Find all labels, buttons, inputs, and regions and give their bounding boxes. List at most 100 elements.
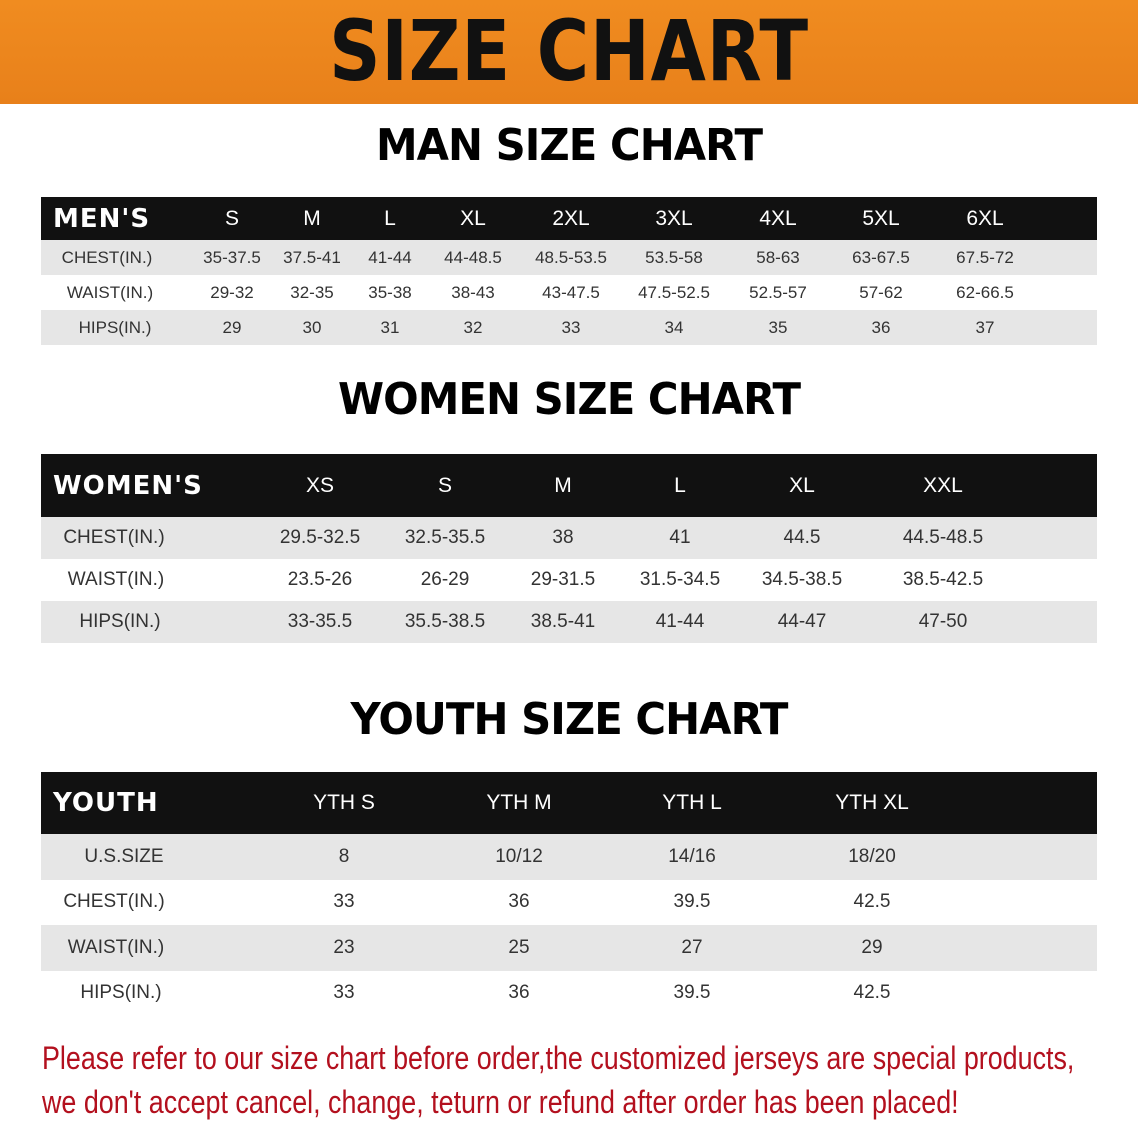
- table-row: CHEST(IN.) 35-37.5 37.5-41 41-44 44-48.5 48.5…: [41, 240, 1097, 275]
- size-header: XL: [460, 206, 486, 230]
- table-cell: 30: [302, 317, 322, 337]
- table-cell: 35.5-38.5: [404, 611, 486, 632]
- table-cell: 37.5-41: [283, 247, 341, 267]
- table-cell: 47-50: [918, 611, 968, 632]
- table-row: HIPS(IN.) 33-35.5 35.5-38.5 38.5-41 41-44 44-…: [41, 601, 1097, 643]
- table-cell: 33: [333, 982, 355, 1004]
- table-cell: 26-29: [420, 569, 470, 590]
- table-cell: 35-38: [368, 282, 412, 302]
- table-cell: 29-32: [210, 282, 254, 302]
- table-row: U.S.SIZE 8 10/12 14/16 18/20: [41, 834, 1097, 880]
- table-cell: 29: [222, 317, 242, 337]
- table-cell: 63-67.5: [852, 247, 910, 267]
- size-header: L: [384, 206, 396, 230]
- row-label: HIPS(IN.): [80, 982, 162, 1004]
- table-cell: 27: [681, 936, 703, 958]
- table-cell: 62-66.5: [956, 282, 1014, 302]
- table-cell: 36: [508, 891, 530, 913]
- women-section-title: WOMEN SIZE CHART: [337, 374, 801, 425]
- banner: SIZE CHART: [0, 0, 1138, 104]
- table-cell: 36: [871, 317, 891, 337]
- women-size-table: WOMEN'S XS S M L XL XXL CHEST(IN.) 29.5-32.5 32.5…: [41, 454, 1097, 644]
- size-header: XXL: [923, 473, 963, 497]
- table-row: CHEST(IN.) 33 36 39.5 42.5: [41, 879, 1097, 925]
- notice-line-2: we don't accept cancel, change, teturn o…: [42, 1084, 959, 1120]
- table-cell: 18/20: [848, 845, 896, 867]
- table-cell: 8: [338, 845, 350, 867]
- size-header: L: [674, 473, 686, 497]
- table-row: HIPS(IN.) 29 30 31 32 33 34 35 36 37: [41, 310, 1097, 345]
- table-cell: 44-48.5: [444, 247, 502, 267]
- table-cell: 52.5-57: [749, 282, 807, 302]
- table-cell: 39.5: [673, 891, 711, 913]
- table-cell: 25: [508, 936, 530, 958]
- order-notice: Please refer to our size chart before or…: [42, 1036, 1074, 1124]
- table-cell: 53.5-58: [645, 247, 703, 267]
- table-cell: 38-43: [451, 282, 495, 302]
- row-label: U.S.SIZE: [84, 845, 164, 867]
- table-cell: 48.5-53.5: [535, 247, 607, 267]
- table-cell: 34: [664, 317, 684, 337]
- row-label: WAIST(IN.): [66, 282, 154, 302]
- table-cell: 34.5-38.5: [761, 569, 843, 590]
- table-cell: 44.5-48.5: [902, 527, 984, 548]
- table-cell: 31.5-34.5: [639, 569, 721, 590]
- size-header: YTH S: [313, 791, 375, 814]
- table-cell: 38.5-41: [530, 611, 596, 632]
- size-header: S: [437, 473, 453, 497]
- table-cell: 43-47.5: [542, 282, 600, 302]
- table-cell: 32.5-35.5: [404, 527, 486, 548]
- size-header: YTH XL: [835, 791, 909, 814]
- table-cell: 33: [561, 317, 581, 337]
- size-header: YTH M: [486, 791, 552, 814]
- table-cell: 58-63: [756, 247, 800, 267]
- size-header: XL: [789, 473, 815, 497]
- table-cell: 38: [552, 527, 574, 548]
- table-cell: 33: [333, 891, 355, 913]
- table-row: WAIST(IN.) 23.5-26 26-29 29-31.5 31.5-34.5 34…: [41, 559, 1097, 601]
- men-section-title: MAN SIZE CHART: [375, 120, 763, 171]
- notice-line-1: Please refer to our size chart before or…: [42, 1040, 1075, 1076]
- table-cell: 41-44: [368, 247, 412, 267]
- row-label: CHEST(IN.): [61, 247, 153, 267]
- youth-section-title: YOUTH SIZE CHART: [350, 694, 788, 745]
- table-cell: 32-35: [290, 282, 334, 302]
- table-row: WAIST(IN.) 29-32 32-35 35-38 38-43 43-47.5 47.…: [41, 275, 1097, 310]
- table-cell: 33-35.5: [287, 611, 353, 632]
- men-size-table: MEN'S S M L XL 2XL 3XL 4XL 5XL 6XL CHEST(IN.) 35-37…: [41, 197, 1097, 345]
- size-header: 6XL: [966, 206, 1004, 230]
- size-header: YTH L: [662, 791, 722, 814]
- size-header: 3XL: [655, 206, 693, 230]
- table-cell: 29-31.5: [530, 569, 596, 590]
- size-header: M: [554, 473, 572, 497]
- row-label: WAIST(IN.): [67, 569, 165, 590]
- table-cell: 39.5: [673, 982, 711, 1004]
- table-title-cell: YOUTH: [53, 788, 159, 818]
- size-header: M: [303, 206, 321, 230]
- table-title-cell: MEN'S: [53, 203, 151, 234]
- table-cell: 31: [380, 317, 400, 337]
- size-header: 5XL: [862, 206, 900, 230]
- table-cell: 35: [768, 317, 788, 337]
- row-label: HIPS(IN.): [78, 317, 152, 337]
- banner-title: SIZE CHART: [329, 2, 809, 100]
- table-cell: 42.5: [853, 891, 891, 913]
- table-cell: 29.5-32.5: [279, 527, 361, 548]
- youth-size-table: YOUTH YTH S YTH M YTH L YTH XL U.S.SIZE 8 10/12…: [41, 772, 1097, 1016]
- table-cell: 57-62: [859, 282, 903, 302]
- row-label: CHEST(IN.): [63, 891, 165, 913]
- table-cell: 32: [463, 317, 483, 337]
- table-cell: 14/16: [668, 845, 716, 867]
- table-cell: 41: [669, 527, 691, 548]
- table-cell: 44.5: [783, 527, 821, 548]
- row-label: WAIST(IN.): [67, 936, 165, 958]
- table-title-cell: WOMEN'S: [53, 470, 203, 501]
- table-row: HIPS(IN.) 33 36 39.5 42.5: [41, 970, 1097, 1016]
- table-cell: 29: [861, 936, 883, 958]
- table-row: WAIST(IN.) 23 25 27 29: [41, 925, 1097, 971]
- row-label: CHEST(IN.): [63, 527, 165, 548]
- youth-header-row: YOUTH YTH S YTH M YTH L YTH XL: [41, 772, 1097, 834]
- men-header-row: MEN'S S M L XL 2XL 3XL 4XL 5XL 6XL: [41, 197, 1097, 240]
- table-cell: 23.5-26: [287, 569, 353, 590]
- size-header: XS: [305, 473, 335, 497]
